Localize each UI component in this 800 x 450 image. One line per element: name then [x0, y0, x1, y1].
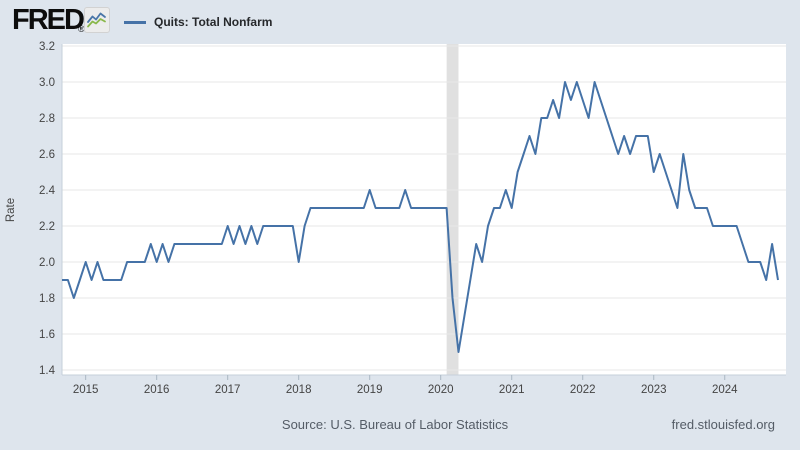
- y-axis-tick-label: 2.4: [39, 185, 56, 197]
- y-axis-title: Rate: [5, 198, 17, 222]
- registered-mark-icon: ®: [78, 24, 85, 34]
- x-axis-tick-label: 2017: [215, 384, 241, 396]
- x-axis-tick-label: 2021: [499, 384, 525, 396]
- recession-band: [446, 44, 459, 375]
- x-axis-tick-label: 2016: [144, 384, 170, 396]
- y-axis-tick-label: 2.2: [39, 221, 55, 233]
- source-text: Source: U.S. Bureau of Labor Statistics: [281, 417, 509, 432]
- fred-site-link[interactable]: fred.stlouisfed.org: [671, 417, 775, 432]
- y-axis-tick-label: 3.0: [39, 77, 55, 89]
- fred-logo-text: FRED: [12, 4, 85, 36]
- x-axis-tick-label: 2023: [641, 384, 667, 396]
- y-axis-tick-label: 2.8: [39, 113, 55, 125]
- legend: Quits: Total Nonfarm: [124, 12, 272, 32]
- y-axis-tick-label: 2.6: [39, 149, 55, 161]
- fred-logo-chart-icon: [84, 7, 110, 33]
- x-axis-tick-label: 2022: [570, 384, 596, 396]
- y-axis-tick-label: 1.8: [39, 293, 55, 305]
- quits-line-chart: 1.4 1.6 1.8 2.0 2.2 2.4 2.6 2.8 3.0 3.2 2015 2016 20…: [5, 41, 786, 396]
- plot-area: [62, 44, 786, 375]
- x-axis-tick-label: 2019: [357, 384, 383, 396]
- y-axis-tick-label: 3.2: [39, 41, 55, 53]
- x-axis-tick-label: 2018: [286, 384, 312, 396]
- legend-series-label[interactable]: Quits: Total Nonfarm: [154, 15, 273, 29]
- logo-green-squiggle: [87, 18, 106, 28]
- y-axis-tick-label: 2.0: [39, 257, 55, 269]
- x-axis-tick-label: 2024: [712, 384, 738, 396]
- y-axis-tick-label: 1.4: [39, 365, 56, 377]
- logo-blue-squiggle: [87, 12, 106, 23]
- x-axis-tick-label: 2015: [73, 384, 99, 396]
- x-axis-tick-label: 2020: [428, 384, 454, 396]
- data-line: [62, 81, 779, 353]
- y-axis-tick-label: 1.6: [39, 329, 55, 341]
- legend-line-swatch: [124, 20, 146, 24]
- chart-header: FRED ® Quits: Total Nonfarm: [0, 0, 800, 42]
